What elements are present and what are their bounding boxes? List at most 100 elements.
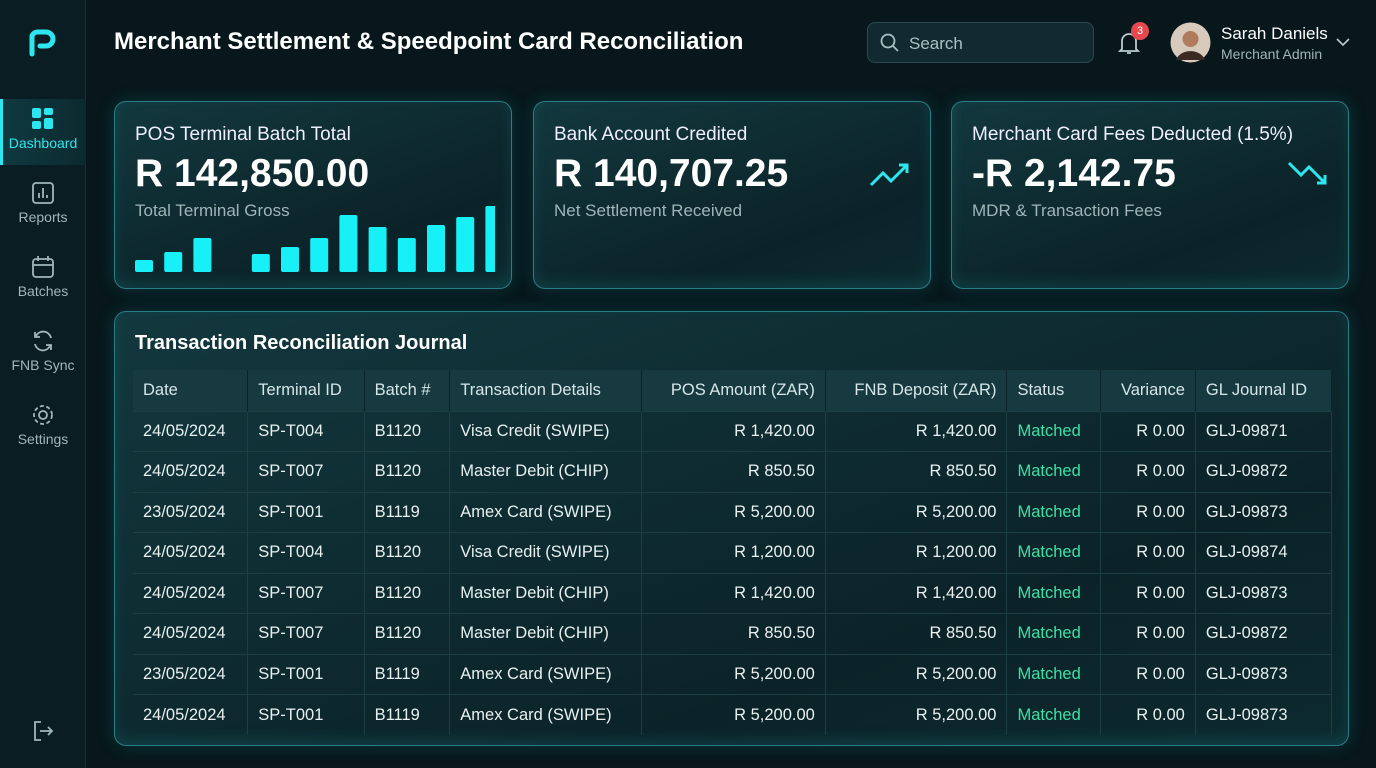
mini-bar: [135, 260, 153, 272]
kpi-card: Bank Account Credited R 140,707.25 Net Set…: [533, 101, 931, 289]
column-header: Status: [1006, 370, 1102, 411]
logout-icon[interactable]: [32, 720, 54, 742]
table-row: 24/05/2024 SP-T007 B1120 Master Debit (CHIP…: [133, 451, 1333, 492]
column-header: Terminal ID: [247, 370, 365, 411]
reconciliation-table: Date Terminal ID Batch # Transaction Detail…: [133, 370, 1333, 735]
table-cell: B1119: [364, 653, 451, 695]
table-cell: Amex Card (SWIPE): [449, 491, 643, 533]
avatar[interactable]: [1170, 22, 1211, 63]
nav-sync[interactable]: FNB Sync: [0, 321, 86, 387]
search-box[interactable]: Search: [867, 22, 1094, 63]
nav-batches[interactable]: Batches: [0, 247, 86, 313]
column-header: Date: [133, 370, 249, 411]
table-cell: R 0.00: [1100, 451, 1196, 492]
table-cell: GLJ-09872: [1195, 451, 1333, 492]
table-cell: 24/05/2024: [133, 694, 249, 735]
search-placeholder: Search: [909, 34, 963, 53]
table-cell: B1120: [364, 572, 451, 614]
nav-label: FNB Sync: [11, 357, 75, 373]
table-cell: Master Debit (CHIP): [449, 613, 643, 654]
kpi-value: -R 2,142.75: [972, 152, 1176, 195]
table-panel: Transaction Reconciliation Journal Date T…: [114, 311, 1349, 746]
mini-bar: [456, 217, 475, 272]
table-cell: R 5,200.00: [825, 491, 1008, 533]
nav-settings[interactable]: Settings: [0, 395, 86, 461]
mini-bar: [193, 238, 212, 272]
table-cell: GLJ-09873: [1195, 694, 1333, 735]
table-cell: R 0.00: [1100, 532, 1196, 573]
table-row: 24/05/2024 SP-T001 B1119 Amex Card (SWIPE) R…: [133, 694, 1333, 735]
trend-line: [1287, 161, 1327, 185]
nav-label: Settings: [17, 431, 69, 447]
table-cell: R 1,420.00: [641, 572, 826, 614]
table-cell: Master Debit (CHIP): [449, 451, 643, 492]
column-header: GL Journal ID: [1195, 370, 1333, 411]
column-header: Batch #: [364, 370, 451, 411]
table-cell: Amex Card (SWIPE): [449, 653, 643, 695]
table-cell: Visa Credit (SWIPE): [449, 410, 643, 452]
column-header: Variance: [1100, 370, 1196, 411]
table-cell: R 850.50: [641, 613, 826, 654]
table-cell: R 5,200.00: [641, 653, 826, 695]
kpi-caption: Net Settlement Received: [554, 201, 743, 220]
table-cell: R 0.00: [1100, 694, 1196, 735]
kpi-value: R 140,707.25: [554, 152, 789, 195]
table-cell: Visa Credit (SWIPE): [449, 532, 643, 573]
table-cell: R 1,200.00: [641, 532, 826, 573]
table-cell: R 0.00: [1100, 572, 1196, 614]
table-cell: B1119: [364, 694, 451, 735]
column-header: POS Amount (ZAR): [641, 370, 826, 411]
table-row: 24/05/2024 SP-T007 B1120 Master Debit (CHIP…: [133, 613, 1333, 654]
column-header: Transaction Details: [449, 370, 643, 411]
table-row: 23/05/2024 SP-T001 B1119 Amex Card (SWIPE) R…: [133, 653, 1333, 695]
table-row: 24/05/2024 SP-T007 B1120 Master Debit (CHIP…: [133, 572, 1333, 614]
nav-dashboard[interactable]: Dashboard: [0, 99, 86, 165]
table-cell: SP-T004: [247, 410, 365, 452]
table-cell: GLJ-09874: [1195, 532, 1333, 573]
kpi-label: Merchant Card Fees Deducted (1.5%): [972, 124, 1294, 145]
table-cell: R 5,200.00: [825, 694, 1008, 735]
status-cell: Matched: [1006, 532, 1102, 573]
table-cell: SP-T001: [247, 694, 365, 735]
table-cell: B1120: [364, 410, 451, 452]
table-cell: SP-T001: [247, 653, 365, 695]
table-cell: GLJ-09873: [1195, 491, 1333, 533]
mini-bar: [368, 227, 387, 272]
table-cell: SP-T004: [247, 532, 365, 573]
mini-bar-chart: [135, 206, 495, 272]
kpi-caption: MDR & Transaction Fees: [972, 201, 1162, 220]
table-cell: 23/05/2024: [133, 491, 249, 533]
mini-bar: [485, 206, 495, 272]
table-cell: 23/05/2024: [133, 653, 249, 695]
table-cell: R 1,420.00: [641, 410, 826, 452]
sidebar: Dashboard Reports Batches FNB Sync Setti…: [0, 0, 86, 768]
table-cell: GLJ-09872: [1195, 613, 1333, 654]
table-cell: GLJ-09871: [1195, 410, 1333, 452]
search-icon: [880, 33, 899, 52]
table-cell: SP-T007: [247, 572, 365, 614]
table-cell: SP-T007: [247, 613, 365, 654]
table-row: 23/05/2024 SP-T001 B1119 Amex Card (SWIPE) R…: [133, 491, 1333, 533]
trend-down-icon: [1287, 161, 1327, 185]
table-cell: R 0.00: [1100, 491, 1196, 533]
nav-label: Batches: [17, 283, 69, 299]
table-cell: R 0.00: [1100, 410, 1196, 452]
mini-bar: [427, 225, 445, 272]
table-cell: R 5,200.00: [641, 491, 826, 533]
page-title: Merchant Settlement & Speedpoint Card Re…: [114, 28, 744, 55]
kpi-value: R 142,850.00: [135, 152, 370, 195]
table-cell: Master Debit (CHIP): [449, 572, 643, 614]
nav-label: Reports: [18, 209, 68, 225]
nav-reports[interactable]: Reports: [0, 173, 86, 239]
table-cell: R 0.00: [1100, 653, 1196, 695]
column-header: FNB Deposit (ZAR): [825, 370, 1008, 411]
table-cell: GLJ-09873: [1195, 653, 1333, 695]
table-cell: R 1,420.00: [825, 572, 1008, 614]
trend-line: [869, 163, 909, 187]
user-menu-chevron[interactable]: [1336, 37, 1350, 47]
mini-bar: [164, 252, 183, 272]
user-name: Sarah Daniels: [1221, 24, 1328, 43]
table-cell: R 0.00: [1100, 613, 1196, 654]
